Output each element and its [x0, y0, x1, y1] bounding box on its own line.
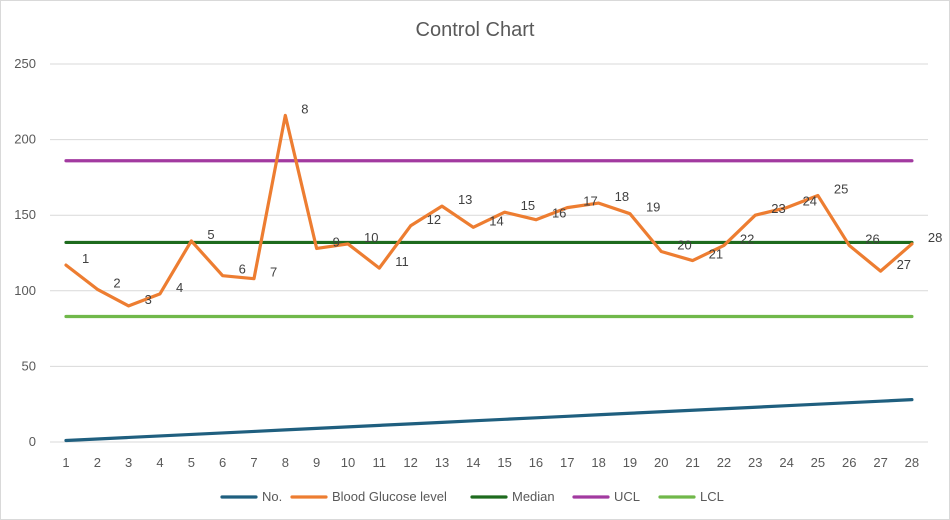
legend-label-no-: No.	[262, 489, 282, 504]
x-tick-label: 18	[591, 455, 605, 470]
data-label: 20	[677, 237, 691, 252]
data-label: 7	[270, 265, 277, 280]
data-label: 27	[897, 257, 911, 272]
data-label: 26	[865, 231, 879, 246]
x-tick-label: 6	[219, 455, 226, 470]
y-tick-label: 200	[14, 132, 36, 147]
data-label: 17	[583, 194, 597, 209]
series-line-no-	[64, 398, 914, 443]
x-tick-label: 27	[873, 455, 887, 470]
data-label: 12	[427, 212, 441, 227]
series-lines	[64, 113, 914, 443]
x-tick-label: 10	[341, 455, 355, 470]
data-label: 15	[521, 198, 535, 213]
data-label: 5	[207, 227, 214, 242]
x-tick-label: 20	[654, 455, 668, 470]
x-tick-label: 21	[685, 455, 699, 470]
legend-label-lcl: LCL	[700, 489, 724, 504]
data-label: 25	[834, 182, 848, 197]
x-tick-label: 15	[497, 455, 511, 470]
x-tick-label: 12	[403, 455, 417, 470]
x-tick-label: 5	[188, 455, 195, 470]
x-tick-label: 14	[466, 455, 480, 470]
x-tick-label: 28	[905, 455, 919, 470]
x-tick-label: 3	[125, 455, 132, 470]
series-line-blood-glucose-level	[64, 113, 914, 308]
data-label: 18	[615, 189, 629, 204]
legend: No. Blood Glucose level Median UCL LCL	[220, 489, 724, 504]
x-axis-ticks: 1 2 3 4 5 6 7 8 9 10 11 12 13 14 15 16 17 18 19 20 21 22 23 24 2…	[62, 455, 919, 470]
data-label: 6	[239, 262, 246, 277]
legend-label-blood-glucose-level: Blood Glucose level	[332, 489, 447, 504]
y-tick-label: 50	[22, 358, 36, 373]
y-tick-label: 0	[29, 434, 36, 449]
x-tick-label: 4	[156, 455, 163, 470]
y-tick-label: 250	[14, 56, 36, 71]
x-tick-label: 8	[282, 455, 289, 470]
x-tick-label: 16	[529, 455, 543, 470]
y-axis-ticks: 0 50 100 150 200 250	[14, 56, 36, 449]
x-tick-label: 7	[250, 455, 257, 470]
x-tick-label: 11	[373, 455, 387, 470]
data-label: 3	[145, 292, 152, 307]
x-tick-label: 17	[560, 455, 574, 470]
data-label: 24	[803, 194, 817, 209]
data-label: 19	[646, 200, 660, 215]
x-tick-label: 26	[842, 455, 856, 470]
x-tick-label: 23	[748, 455, 762, 470]
data-label: 14	[489, 213, 503, 228]
data-label: 8	[301, 101, 308, 116]
gridlines	[50, 63, 928, 443]
data-label: 4	[176, 280, 183, 295]
legend-label-median: Median	[512, 489, 555, 504]
x-tick-label: 2	[94, 455, 101, 470]
x-tick-label: 1	[62, 455, 69, 470]
data-label: 21	[709, 247, 723, 262]
data-label: 2	[113, 275, 120, 290]
x-tick-label: 13	[435, 455, 449, 470]
x-tick-label: 22	[717, 455, 731, 470]
data-label: 1	[82, 251, 89, 266]
data-label: 9	[333, 234, 340, 249]
data-label: 10	[364, 230, 378, 245]
data-label: 23	[771, 201, 785, 216]
x-tick-label: 9	[313, 455, 320, 470]
data-label: 22	[740, 231, 754, 246]
y-tick-label: 150	[14, 207, 36, 222]
legend-label-ucl: UCL	[614, 489, 640, 504]
data-label: 11	[395, 254, 409, 269]
data-label: 13	[458, 192, 472, 207]
x-tick-label: 24	[779, 455, 793, 470]
data-label: 16	[552, 206, 566, 221]
chart-title: Control Chart	[416, 19, 535, 41]
y-tick-label: 100	[14, 283, 36, 298]
data-label: 28	[928, 230, 942, 245]
x-tick-label: 19	[623, 455, 637, 470]
x-tick-label: 25	[811, 455, 825, 470]
